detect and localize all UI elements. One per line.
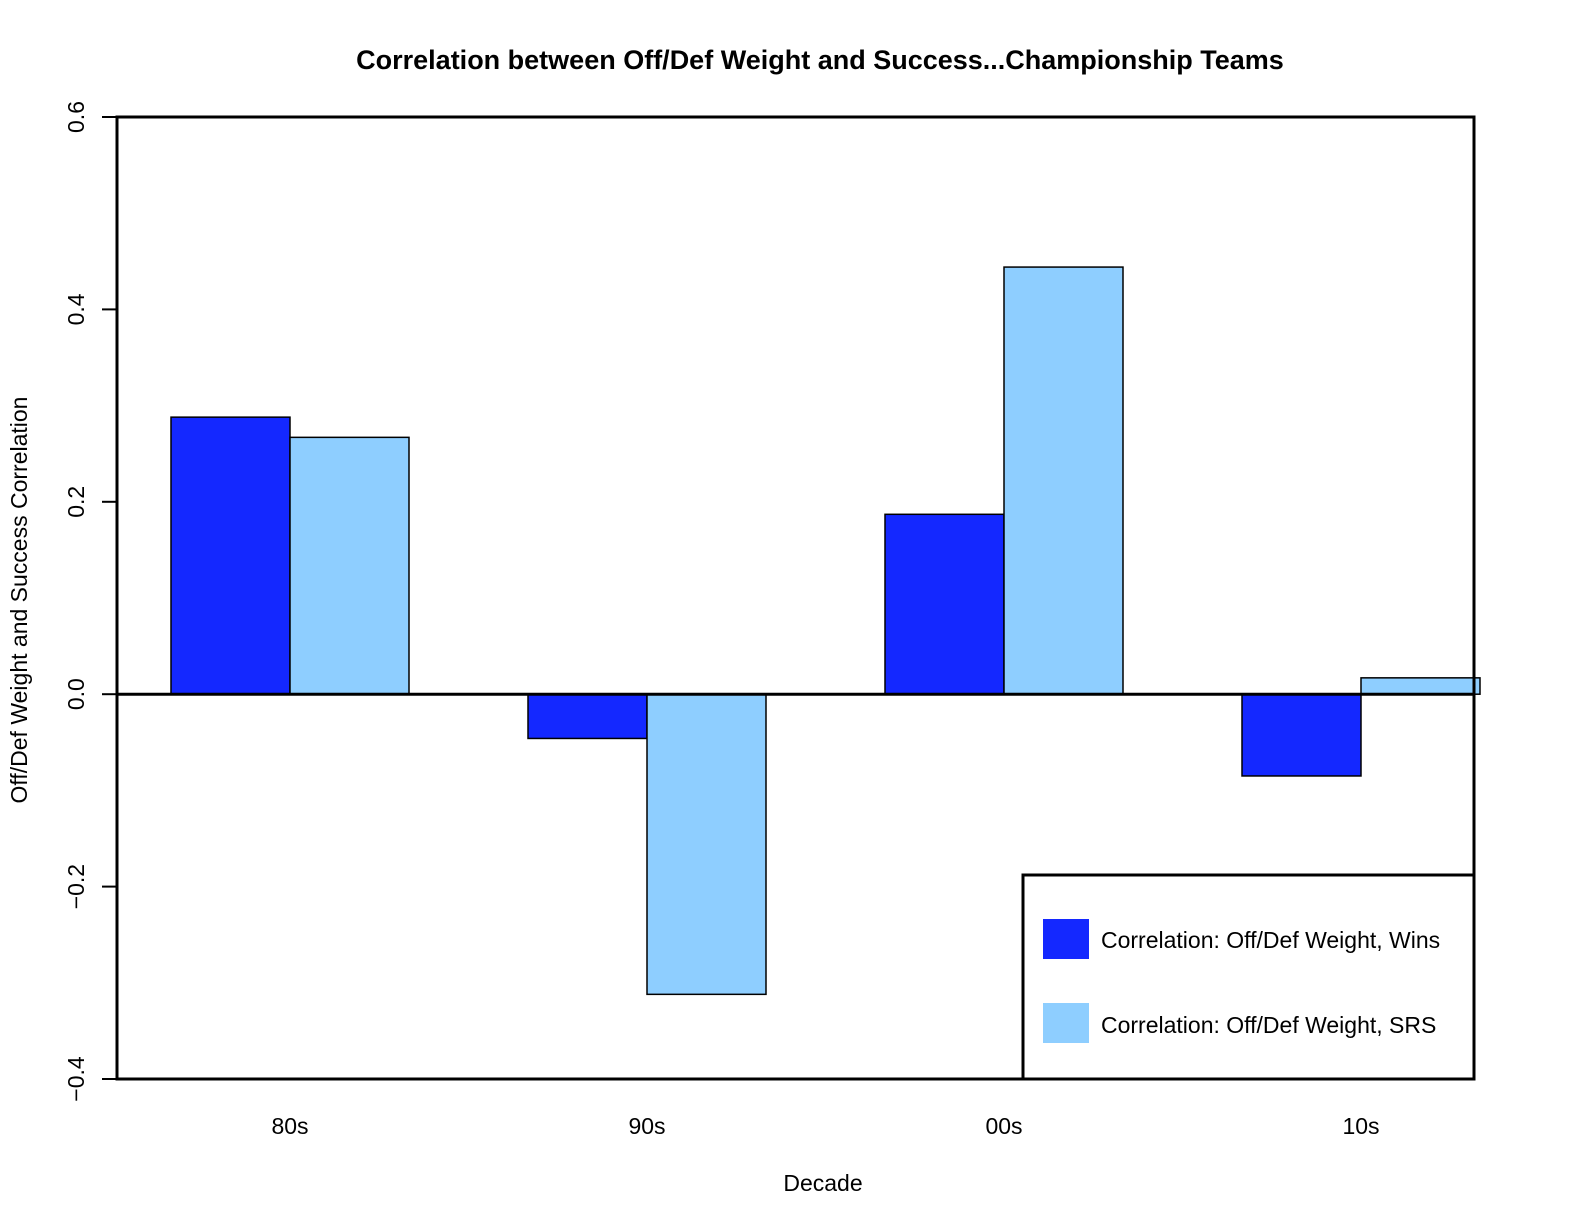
- x-tick-label: 00s: [985, 1113, 1022, 1139]
- y-tick-label: −0.2: [63, 864, 89, 909]
- y-axis-title: Off/Def Weight and Success Correlation: [6, 397, 32, 804]
- bar-90s-srs: [646, 693, 767, 996]
- legend-swatch-srs: [1043, 1003, 1089, 1043]
- legend-label-wins: Correlation: Off/Def Weight, Wins: [1101, 927, 1440, 953]
- plot-frame: [115, 115, 1476, 1081]
- legend-label-srs: Correlation: Off/Def Weight, SRS: [1101, 1012, 1436, 1038]
- bar-10s-srs: [1360, 677, 1481, 695]
- x-axis-title: Decade: [783, 1170, 862, 1196]
- y-tick-label: 0.4: [63, 293, 89, 325]
- y-axis: −0.4 −0.2 0.0 0.2 0.4 0.6: [63, 101, 117, 1102]
- bar-00s-srs: [1003, 266, 1124, 695]
- bar-80s-wins: [170, 416, 291, 695]
- legend-swatch-wins: [1043, 919, 1089, 959]
- bars-group: [170, 266, 1481, 996]
- bar-10s-wins: [1241, 693, 1362, 777]
- bar-90s-wins: [527, 693, 648, 740]
- legend: Correlation: Off/Def Weight, Wins Correl…: [1021, 873, 1476, 1081]
- bar-80s-srs: [289, 436, 410, 695]
- y-tick-label: 0.2: [63, 486, 89, 518]
- legend-box: [1021, 873, 1476, 1081]
- x-tick-label: 10s: [1342, 1113, 1379, 1139]
- x-tick-label: 80s: [271, 1113, 308, 1139]
- y-tick-label: 0.0: [63, 678, 89, 710]
- y-tick-label: −0.4: [63, 1056, 89, 1102]
- bar-00s-wins: [884, 513, 1005, 695]
- y-tick-label: 0.6: [63, 101, 89, 133]
- x-tick-label: 90s: [628, 1113, 665, 1139]
- x-axis: 80s 90s 00s 10s: [271, 1113, 1379, 1139]
- chart-title: Correlation between Off/Def Weight and S…: [356, 45, 1284, 75]
